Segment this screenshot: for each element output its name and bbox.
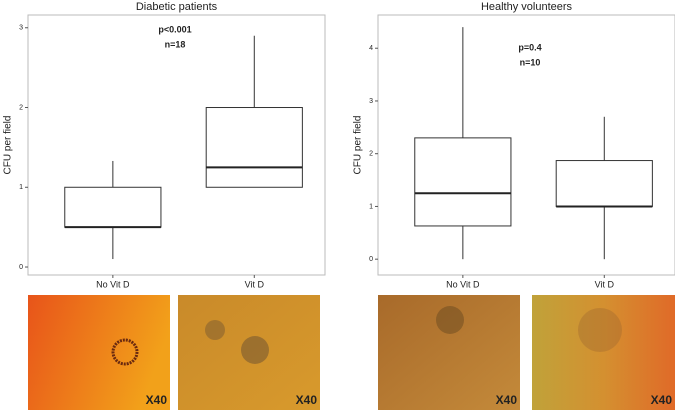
- annotation: p=0.4: [518, 42, 541, 52]
- annotation: n=10: [520, 57, 541, 67]
- x-tick-label: No Vit D: [96, 279, 130, 289]
- y-tick-label: 3: [369, 98, 373, 105]
- y-tick-label: 4: [369, 45, 373, 52]
- magnification-label: X40: [496, 393, 518, 407]
- y-axis-label: CFU per field: [353, 116, 364, 175]
- magnification-label: X40: [296, 393, 318, 407]
- magnification-label: X40: [146, 393, 168, 407]
- magnification-label: X40: [651, 393, 673, 407]
- colony: [111, 338, 139, 366]
- box: [205, 107, 303, 188]
- colony: [578, 308, 622, 352]
- colony: [205, 320, 225, 340]
- y-tick-label: 0: [19, 264, 23, 271]
- colony: [241, 336, 269, 364]
- box: [414, 137, 512, 227]
- micrograph: [532, 295, 675, 410]
- x-tick-label: Vit D: [595, 279, 615, 289]
- annotation: p<0.001: [158, 24, 191, 34]
- y-tick-label: 1: [19, 184, 23, 191]
- micrographs: [28, 295, 675, 410]
- colony: [436, 306, 464, 334]
- y-tick-label: 1: [369, 203, 373, 210]
- annotation: n=18: [165, 39, 186, 49]
- x-tick-label: Vit D: [245, 279, 265, 289]
- box: [555, 160, 653, 207]
- chart-title: Diabetic patients: [136, 1, 218, 13]
- y-tick-label: 2: [19, 104, 23, 111]
- chart-title: Healthy volunteers: [481, 1, 573, 13]
- x-tick-label: No Vit D: [446, 279, 480, 289]
- y-tick-label: 2: [369, 151, 373, 158]
- micrograph: [28, 295, 170, 410]
- y-tick-label: 3: [19, 25, 23, 32]
- y-axis-label: CFU per field: [3, 116, 14, 175]
- box: [64, 186, 162, 228]
- y-tick-label: 0: [369, 256, 373, 263]
